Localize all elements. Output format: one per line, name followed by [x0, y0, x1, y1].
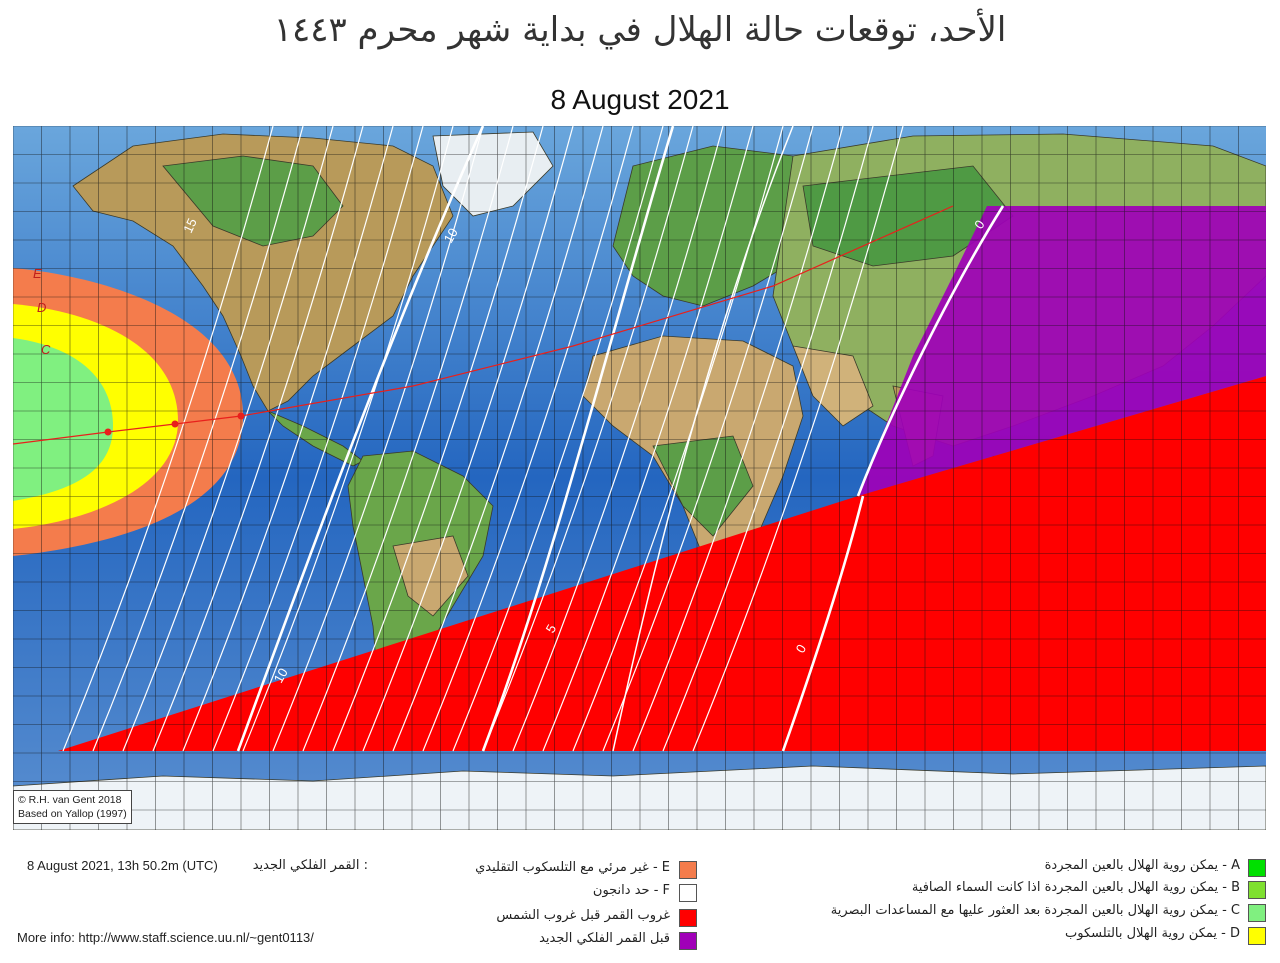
- moon-path-line: [13, 205, 954, 445]
- contour-line: [692, 126, 904, 752]
- path-point: [171, 420, 179, 428]
- contour-line: [572, 126, 784, 752]
- map-credit: © R.H. van Gent 2018 Based on Yallop (19…: [13, 790, 132, 824]
- legend-text-moonset: غروب القمر قبل غروب الشمس: [496, 908, 670, 923]
- legend-swatch-d: [1248, 927, 1266, 945]
- page-title-arabic: الأحد، توقعات حالة الهلال في بداية شهر م…: [273, 10, 1007, 50]
- path-point: [237, 412, 245, 420]
- contour-line: [242, 126, 454, 752]
- new-moon-label: : القمر الفلكي الجديد: [252, 858, 368, 873]
- legend-text-before-new-moon: قبل القمر الفلكي الجديد: [539, 931, 670, 946]
- contour-line: [632, 126, 844, 752]
- contour-line: [92, 126, 304, 752]
- contour-line: [392, 126, 604, 752]
- legend-swatch-c: [1248, 904, 1266, 922]
- visibility-map: 15 10 10 5 0 0 E D C © R.H. van Gent 201…: [13, 126, 1266, 830]
- visibility-zones: [13, 268, 243, 556]
- credit-line-2: Based on Yallop (1997): [18, 808, 127, 820]
- legend-swatch-b: [1248, 881, 1266, 899]
- legend-swatch-e: [679, 861, 697, 879]
- zone-letter-e: E: [33, 266, 42, 281]
- map-canvas: 15 10 10 5 0 0 E D C: [13, 126, 1266, 830]
- legend-swatch-moonset: [679, 909, 697, 927]
- contour-line: [272, 126, 484, 752]
- contour-line: [122, 126, 334, 752]
- more-info-link[interactable]: More info: http://www.staff.science.uu.n…: [17, 930, 314, 945]
- legend-text-b: B - يمكن روية الهلال بالعين المجردة اذا …: [911, 880, 1240, 895]
- credit-line-1: © R.H. van Gent 2018: [18, 794, 122, 806]
- contour-line: [332, 126, 544, 752]
- zone-letter-c: C: [41, 342, 51, 357]
- contour-line: [512, 126, 724, 752]
- legend-swatch-before-new-moon: [679, 932, 697, 950]
- legend-swatch-a: [1248, 859, 1266, 877]
- legend-text-d: D - يمكن روية الهلال بالتلسكوب: [1065, 926, 1240, 941]
- contour-line: [602, 126, 814, 752]
- legend-text-a: A - يمكن روية الهلال بالعين المجردة: [1044, 858, 1240, 873]
- new-moon-time: 8 August 2021, 13h 50.2m (UTC): [27, 858, 218, 873]
- contour-label: 10: [441, 225, 461, 245]
- contour-line: [422, 126, 634, 752]
- contour-line: [662, 126, 874, 752]
- contour-line: [482, 126, 694, 752]
- zone-letter-d: D: [37, 300, 46, 315]
- path-point: [104, 428, 112, 436]
- contour-line: [302, 126, 514, 752]
- contour-major: [236, 126, 1005, 752]
- contour-label: 15: [180, 216, 200, 235]
- contour-line: [62, 126, 274, 752]
- contour-label: 10: [271, 665, 291, 685]
- page-title-date: 8 August 2021: [550, 84, 730, 115]
- legend-text-e: E - غير مرئي مع التلسكوب التقليدي: [475, 860, 670, 875]
- legend-text-c: C - يمكن روية الهلال بالعين المجردة بعد …: [830, 903, 1240, 918]
- legend-swatch-f: [679, 884, 697, 902]
- contour-lines: [62, 126, 904, 752]
- contour-line: [182, 126, 394, 752]
- zone-moonset-before-sunset: [58, 376, 1266, 751]
- zone-c-optical-aid: [13, 338, 113, 501]
- contour-line: [362, 126, 574, 752]
- contour-line: [152, 126, 364, 752]
- zone-letters: E D C: [33, 266, 51, 357]
- contour-line: [542, 126, 754, 752]
- contour-line: [452, 126, 664, 752]
- legend-text-f: F - حد دانجون: [592, 883, 670, 898]
- contour-line: [212, 126, 424, 752]
